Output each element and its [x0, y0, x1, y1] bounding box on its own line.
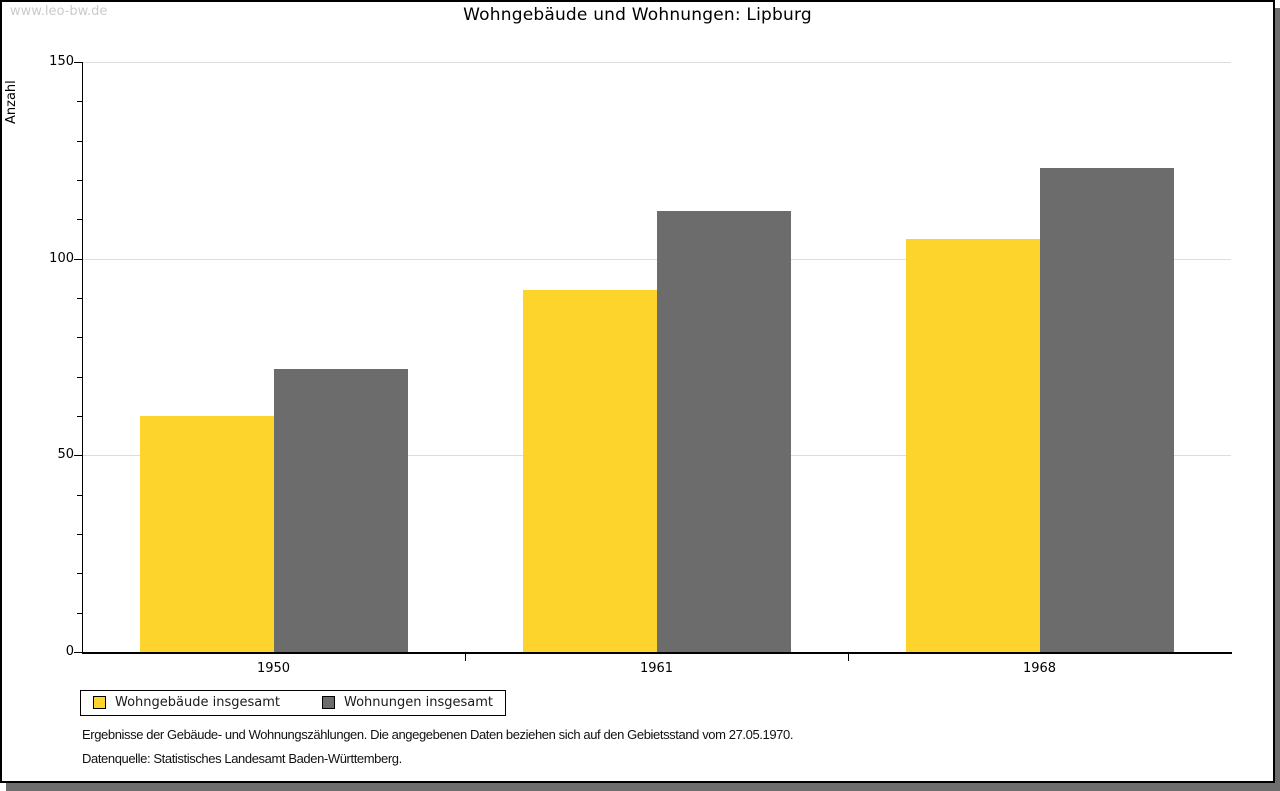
- x-boundary-tick-1: [465, 654, 466, 661]
- y-tick-50: [74, 455, 82, 457]
- bar-1961-series0: [522, 290, 657, 652]
- y-minor-tick-60: [77, 416, 82, 417]
- y-tick-label-100: 100: [49, 250, 74, 266]
- gridline-150: [82, 62, 1231, 63]
- watermark-text: www.leo-bw.de: [10, 4, 108, 19]
- footnote-description: Ergebnisse der Gebäude- und Wohnungszähl…: [82, 727, 794, 742]
- bar-1968-series0: [905, 239, 1040, 652]
- bar-1950-series1: [273, 368, 408, 652]
- x-tick-label-1961: 1961: [639, 661, 674, 676]
- legend-label-wohnungen: Wohnungen insgesamt: [344, 695, 493, 710]
- y-minor-tick-120: [77, 180, 82, 181]
- x-axis-line: [82, 652, 1232, 654]
- y-tick-label-150: 150: [49, 54, 74, 69]
- legend: Wohngebäude insgesamt Wohnungen insgesam…: [80, 690, 506, 716]
- y-tick-150: [74, 62, 82, 63]
- x-tick-label-1968: 1968: [1022, 661, 1057, 676]
- plot-area: 0 50 100 150 1950 1961 1968: [2, 2, 1273, 781]
- y-minor-tick-30: [77, 534, 82, 535]
- y-tick-0: [74, 652, 82, 653]
- y-minor-tick-110: [77, 219, 82, 221]
- legend-item-wohngebaeude: Wohngebäude insgesamt: [93, 695, 280, 710]
- y-tick-label-50: 50: [57, 447, 74, 463]
- y-minor-tick-90: [77, 298, 82, 299]
- x-tick-label-1950: 1950: [256, 661, 291, 676]
- legend-swatch-yellow-icon: [93, 696, 106, 709]
- y-minor-tick-70: [77, 376, 82, 378]
- footnote-source: Datenquelle: Statistisches Landesamt Bad…: [82, 751, 402, 766]
- y-minor-tick-10: [77, 612, 82, 614]
- y-minor-tick-20: [77, 573, 82, 575]
- bar-1950-series0: [139, 416, 274, 652]
- bar-1968-series1: [1039, 168, 1174, 652]
- legend-item-wohnungen: Wohnungen insgesamt: [322, 695, 493, 710]
- legend-label-wohngebaeude: Wohngebäude insgesamt: [115, 695, 280, 710]
- y-minor-tick-40: [77, 494, 82, 496]
- y-minor-tick-130: [77, 140, 82, 142]
- y-minor-tick-140: [77, 101, 82, 103]
- y-minor-tick-80: [77, 337, 82, 339]
- y-axis-line: [82, 62, 83, 652]
- x-boundary-tick-2: [848, 654, 849, 661]
- y-tick-label-0: 0: [65, 644, 74, 659]
- chart-title: Wohngebäude und Wohnungen: Lipburg: [463, 5, 812, 25]
- legend-swatch-gray-icon: [322, 696, 335, 709]
- y-tick-100: [74, 258, 82, 260]
- bar-1961-series1: [656, 211, 791, 652]
